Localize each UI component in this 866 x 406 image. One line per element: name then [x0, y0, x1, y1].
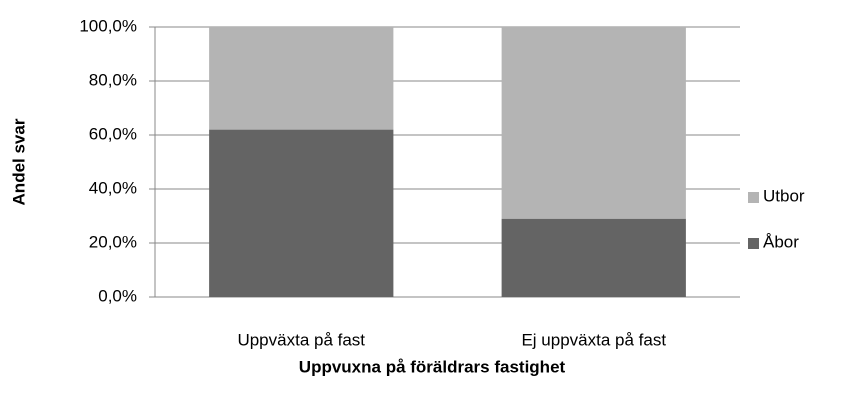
- y-tick-label: 100,0%: [79, 16, 137, 35]
- y-tick-label: 40,0%: [89, 178, 137, 197]
- bar-segment: [501, 27, 686, 219]
- y-tick-label: 0,0%: [98, 286, 137, 305]
- x-tick-label: Uppväxta på fast: [237, 330, 365, 349]
- bar-segment: [209, 129, 394, 297]
- y-tick-label: 60,0%: [89, 124, 137, 143]
- y-tick-label: 20,0%: [89, 232, 137, 251]
- bar-segment: [209, 27, 394, 130]
- legend-label: Åbor: [763, 232, 799, 251]
- bar-segment: [501, 218, 686, 297]
- legend-swatch: [748, 192, 759, 203]
- legend-swatch: [748, 238, 759, 249]
- x-axis-title: Uppvuxna på föräldrars fastighet: [299, 357, 566, 376]
- y-axis-title: Andel svar: [9, 118, 28, 205]
- y-tick-label: 80,0%: [89, 70, 137, 89]
- legend-label: Utbor: [763, 186, 805, 205]
- x-tick-label: Ej uppväxta på fast: [521, 330, 666, 349]
